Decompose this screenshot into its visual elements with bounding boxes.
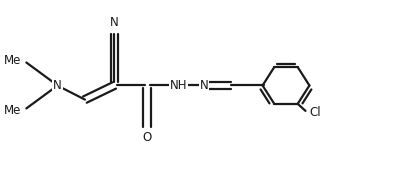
Text: NH: NH	[170, 79, 187, 92]
Text: Cl: Cl	[309, 106, 321, 119]
Text: O: O	[143, 131, 152, 144]
Text: N: N	[200, 79, 208, 92]
Text: Me: Me	[4, 104, 22, 117]
Text: N: N	[110, 16, 118, 29]
Text: N: N	[53, 79, 62, 92]
Text: Me: Me	[4, 54, 22, 67]
